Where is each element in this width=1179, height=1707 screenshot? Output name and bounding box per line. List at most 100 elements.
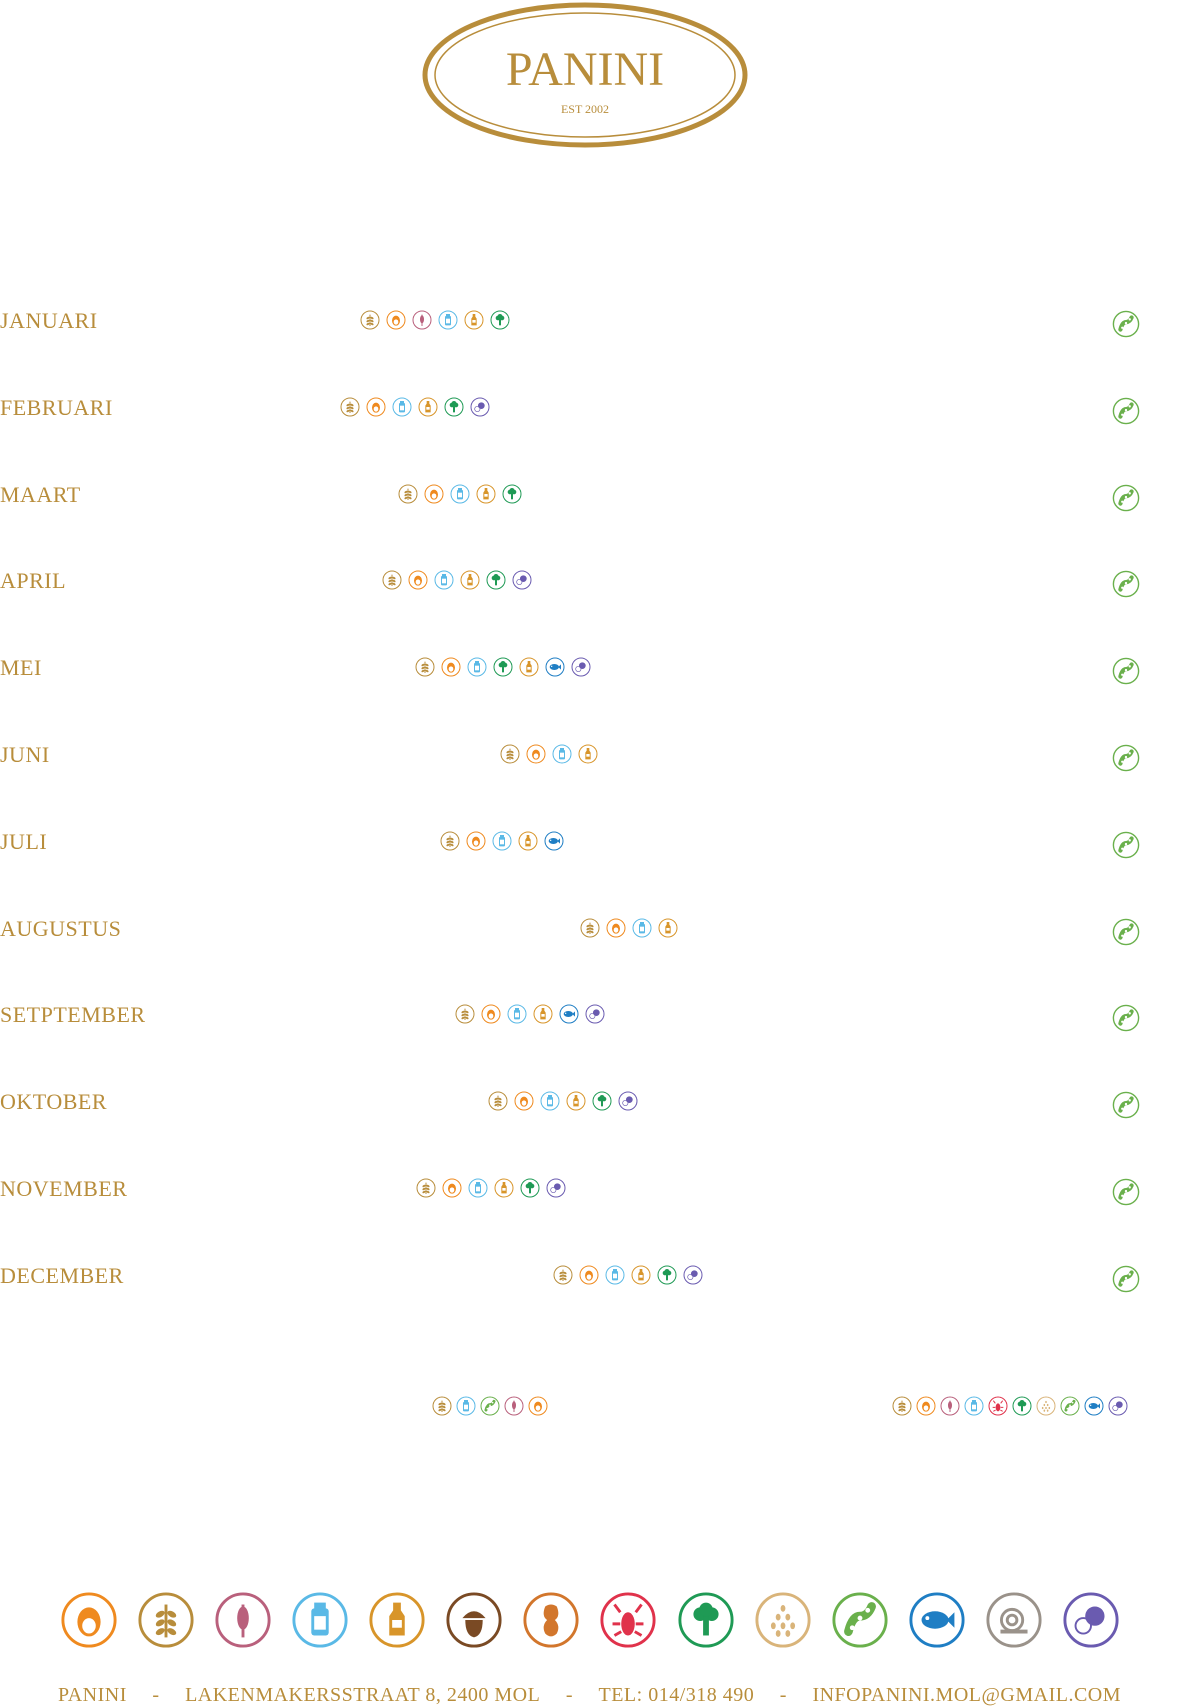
mustard-icon [658, 918, 678, 938]
allergen-strip [416, 1178, 566, 1200]
allergen-strip [340, 397, 490, 419]
allergen-strip [553, 1265, 703, 1287]
mustard-icon [578, 744, 598, 764]
panini-logo: PANINI EST 2002 [420, 0, 750, 150]
nuts-icon [446, 1592, 502, 1648]
month-label: MEI [0, 655, 42, 680]
milk-icon [507, 1004, 527, 1024]
wheat-icon [412, 310, 432, 330]
egg-icon [441, 657, 461, 677]
milk-icon [292, 1592, 348, 1648]
crustacean-icon [600, 1592, 656, 1648]
allergen-legend [60, 1591, 1120, 1651]
mollusc-icon [986, 1592, 1042, 1648]
egg-icon [916, 1396, 936, 1416]
milk-icon [468, 1178, 488, 1198]
footer-tel: TEL: 014/318 490 [598, 1684, 755, 1706]
soy-icon [1112, 657, 1140, 685]
mustard-icon [369, 1592, 425, 1648]
egg-icon [579, 1265, 599, 1285]
wheat-icon [940, 1396, 960, 1416]
allergen-strip [398, 484, 522, 506]
celery-icon [592, 1091, 612, 1111]
milk-icon [632, 918, 652, 938]
soy-icon [1112, 1265, 1140, 1293]
milk-icon [492, 831, 512, 851]
footer-address: LAKENMAKERSSTRAAT 8, 2400 MOL [185, 1684, 541, 1706]
soy-marker [1112, 918, 1140, 946]
egg-icon [386, 310, 406, 330]
mustard-icon [494, 1178, 514, 1198]
soy-marker [1112, 831, 1140, 859]
egg-icon [481, 1004, 501, 1024]
celery-icon [444, 397, 464, 417]
soy-icon [1112, 310, 1140, 338]
soy-marker [1112, 1091, 1140, 1119]
fish-icon [909, 1592, 965, 1648]
mustard-icon [464, 310, 484, 330]
lupin-icon [512, 570, 532, 590]
allergen-strip [415, 657, 591, 679]
soy-marker [1112, 1265, 1140, 1293]
allergen-strip [455, 1004, 605, 1026]
gluten-icon [398, 484, 418, 504]
soy-marker [1112, 397, 1140, 425]
soy-marker [1112, 1004, 1140, 1032]
milk-icon [964, 1396, 984, 1416]
soy-icon [1060, 1396, 1080, 1416]
footer-sep: - [565, 1684, 573, 1706]
egg-icon [466, 831, 486, 851]
fish-icon [559, 1004, 579, 1024]
milk-icon [434, 570, 454, 590]
egg-icon [424, 484, 444, 504]
mustard-icon [533, 1004, 553, 1024]
milk-icon [438, 310, 458, 330]
milk-icon [456, 1396, 476, 1416]
celery-icon [486, 570, 506, 590]
brand-name: PANINI [506, 43, 664, 96]
lupin-icon [585, 1004, 605, 1024]
lupin-icon [470, 397, 490, 417]
wheat-icon [215, 1592, 271, 1648]
wheat-icon [504, 1396, 524, 1416]
allergen-strip [500, 744, 598, 766]
peanut-icon [523, 1592, 579, 1648]
celery-icon [493, 657, 513, 677]
footer: PANINI - LAKENMAKERSSTRAAT 8, 2400 MOL -… [0, 1684, 1179, 1707]
gluten-icon [488, 1091, 508, 1111]
mustard-icon [631, 1265, 651, 1285]
lupin-icon [1108, 1396, 1128, 1416]
fish-icon [544, 831, 564, 851]
month-label: JANUARI [0, 308, 98, 333]
extra-allergen-strip [892, 1396, 1128, 1418]
allergen-strip [360, 310, 510, 332]
lupin-icon [683, 1265, 703, 1285]
month-label: JULI [0, 829, 48, 854]
milk-icon [392, 397, 412, 417]
month-label: SETPTEMBER [0, 1002, 146, 1027]
soy-marker [1112, 657, 1140, 685]
gluten-icon [340, 397, 360, 417]
footer-sep: - [779, 1684, 787, 1706]
footer-email: INFOPANINI.MOL@GMAIL.COM [812, 1684, 1122, 1706]
egg-icon [61, 1592, 117, 1648]
gluten-icon [138, 1592, 194, 1648]
gluten-icon [432, 1396, 452, 1416]
footer-name: PANINI [57, 1684, 127, 1706]
soy-marker [1112, 310, 1140, 338]
celery-icon [657, 1265, 677, 1285]
month-label: DECEMBER [0, 1263, 124, 1288]
allergen-strip [488, 1091, 638, 1113]
allergen-strip [440, 831, 564, 853]
month-label: NOVEMBER [0, 1176, 128, 1201]
celery-icon [502, 484, 522, 504]
lupin-icon [618, 1091, 638, 1111]
soy-icon [1112, 744, 1140, 772]
milk-icon [540, 1091, 560, 1111]
gluten-icon [440, 831, 460, 851]
soy-icon [1112, 397, 1140, 425]
soy-icon [1112, 484, 1140, 512]
month-label: APRIL [0, 568, 67, 593]
mustard-icon [566, 1091, 586, 1111]
gluten-icon [455, 1004, 475, 1024]
